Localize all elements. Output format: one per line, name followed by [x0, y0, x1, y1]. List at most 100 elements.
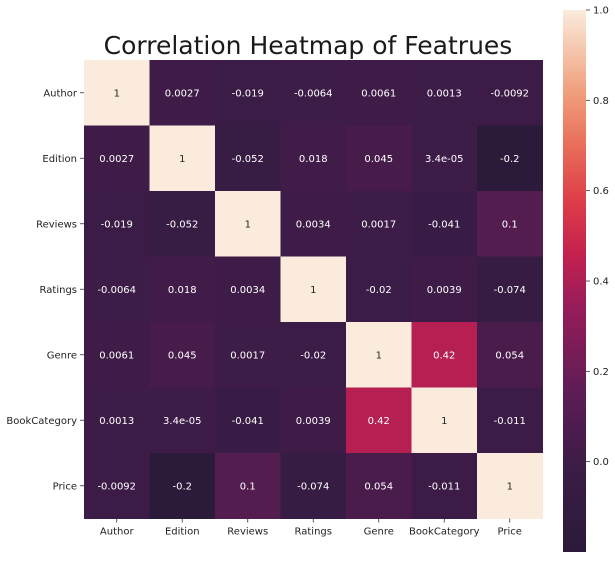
cell-value-label: -0.052: [232, 154, 264, 165]
cell-value-label: 0.1: [240, 481, 256, 492]
cell-value-label: -0.019: [101, 219, 133, 230]
heatmap-cell: [346, 387, 412, 454]
y-tick-label: Edition: [42, 154, 77, 165]
heatmap-cell: [215, 256, 281, 323]
heatmap-cell: [84, 191, 150, 257]
cell-value-label: -0.052: [166, 219, 198, 230]
cell-value-label: 1: [114, 88, 120, 99]
heatmap-cell: [149, 322, 216, 388]
cell-value-label: 1: [179, 154, 185, 165]
heatmap-cell: [215, 60, 281, 126]
heatmap-cell: [149, 125, 216, 192]
cell-value-label: 0.0061: [99, 350, 134, 361]
cell-value-label: -0.074: [297, 481, 329, 492]
colorbar-tick-label: 0.0: [593, 457, 609, 468]
colorbar-gradient: [563, 10, 586, 552]
y-tick-label: Author: [43, 88, 78, 99]
cell-value-label: 0.0039: [296, 416, 331, 427]
cell-value-label: 0.0017: [361, 219, 396, 230]
y-tick-label: Price: [53, 481, 77, 492]
heatmap-cell: [346, 60, 412, 126]
heatmap-cell: [84, 322, 150, 388]
heatmap-cell: [215, 125, 281, 192]
cell-value-label: -0.2: [500, 154, 520, 165]
heatmap-cell: [215, 191, 281, 257]
heatmap-cells: 1 0.0027 -0.019 -0.0064 0.0061 0.0013 -0.0092 0…: [84, 60, 543, 519]
heatmap-cell: [411, 453, 478, 519]
cell-value-label: -0.2: [172, 481, 192, 492]
cell-value-label: 0.054: [495, 350, 524, 361]
cell-value-label: 1: [245, 219, 251, 230]
heatmap-cell: [477, 387, 543, 454]
cell-value-label: 0.0034: [296, 219, 331, 230]
heatmap-cell: [280, 387, 347, 454]
cell-value-label: -0.041: [232, 416, 264, 427]
cell-value-label: 0.045: [364, 154, 393, 165]
heatmap-cell: [346, 191, 412, 257]
x-tick-label: Ratings: [295, 527, 332, 538]
colorbar-tick-label: 0.6: [593, 186, 609, 197]
heatmap-cell: [411, 256, 478, 323]
cell-value-label: -0.0092: [97, 481, 136, 492]
heatmap-cell: [84, 125, 150, 192]
cell-value-label: 1: [376, 350, 382, 361]
cell-value-label: 3.4e-05: [425, 154, 463, 165]
y-tick-label: BookCategory: [6, 416, 77, 427]
heatmap-cell: [477, 60, 543, 126]
heatmap-cell: [84, 387, 150, 454]
heatmap-cell: [149, 191, 216, 257]
colorbar-tick-label: 0.4: [593, 277, 609, 288]
heatmap-cell: [149, 453, 216, 519]
cell-value-label: -0.074: [494, 285, 526, 296]
heatmap-cell: [149, 60, 216, 126]
heatmap-cell: [477, 191, 543, 257]
cell-value-label: 1: [507, 481, 513, 492]
y-tick-label: Ratings: [40, 285, 77, 296]
heatmap-cell: [346, 453, 412, 519]
heatmap-cell: [280, 453, 347, 519]
heatmap-cell: [84, 60, 150, 126]
cell-value-label: 0.054: [364, 481, 393, 492]
heatmap-cell: [280, 125, 347, 192]
heatmap-cell: [346, 256, 412, 323]
heatmap-cell: [215, 322, 281, 388]
cell-value-label: -0.011: [494, 416, 526, 427]
cell-value-label: -0.011: [428, 481, 460, 492]
cell-value-label: 0.018: [299, 154, 328, 165]
x-tick-label: BookCategory: [409, 527, 480, 538]
heatmap-cell: [477, 256, 543, 323]
heatmap-cell: [477, 125, 543, 192]
cell-value-label: 0.0013: [427, 88, 462, 99]
heatmap-cell: [411, 191, 478, 257]
cell-value-label: -0.02: [300, 350, 326, 361]
cell-value-label: 0.0017: [230, 350, 265, 361]
heatmap-cell: [411, 387, 478, 454]
colorbar-tick-label: 1.0: [593, 6, 609, 17]
cell-value-label: -0.0064: [97, 285, 136, 296]
x-tick-label: Reviews: [227, 527, 268, 538]
cell-value-label: 1: [310, 285, 316, 296]
x-tick-label: Price: [498, 527, 522, 538]
heatmap-cell: [215, 387, 281, 454]
y-tick-label: Genre: [47, 350, 77, 361]
heatmap-cell: [149, 256, 216, 323]
cell-value-label: 1: [441, 416, 447, 427]
heatmap-cell: [280, 191, 347, 257]
cell-value-label: 0.42: [433, 350, 455, 361]
heatmap-cell: [149, 387, 216, 454]
cell-value-label: 0.018: [168, 285, 197, 296]
heatmap-cell: [346, 125, 412, 192]
cell-value-label: 0.0027: [165, 88, 200, 99]
colorbar: 0.0 0.2 0.4 0.6 0.8 1.0: [563, 6, 609, 552]
heatmap-cell: [280, 322, 347, 388]
chart-title: Correlation Heatmap of Featrues: [104, 31, 513, 60]
cell-value-label: -0.041: [428, 219, 460, 230]
heatmap-cell: [280, 256, 347, 323]
cell-value-label: -0.019: [232, 88, 264, 99]
heatmap-cell: [280, 60, 347, 126]
x-tick-label: Author: [100, 527, 135, 538]
cell-value-label: 0.0027: [99, 154, 134, 165]
heatmap-cell: [411, 60, 478, 126]
